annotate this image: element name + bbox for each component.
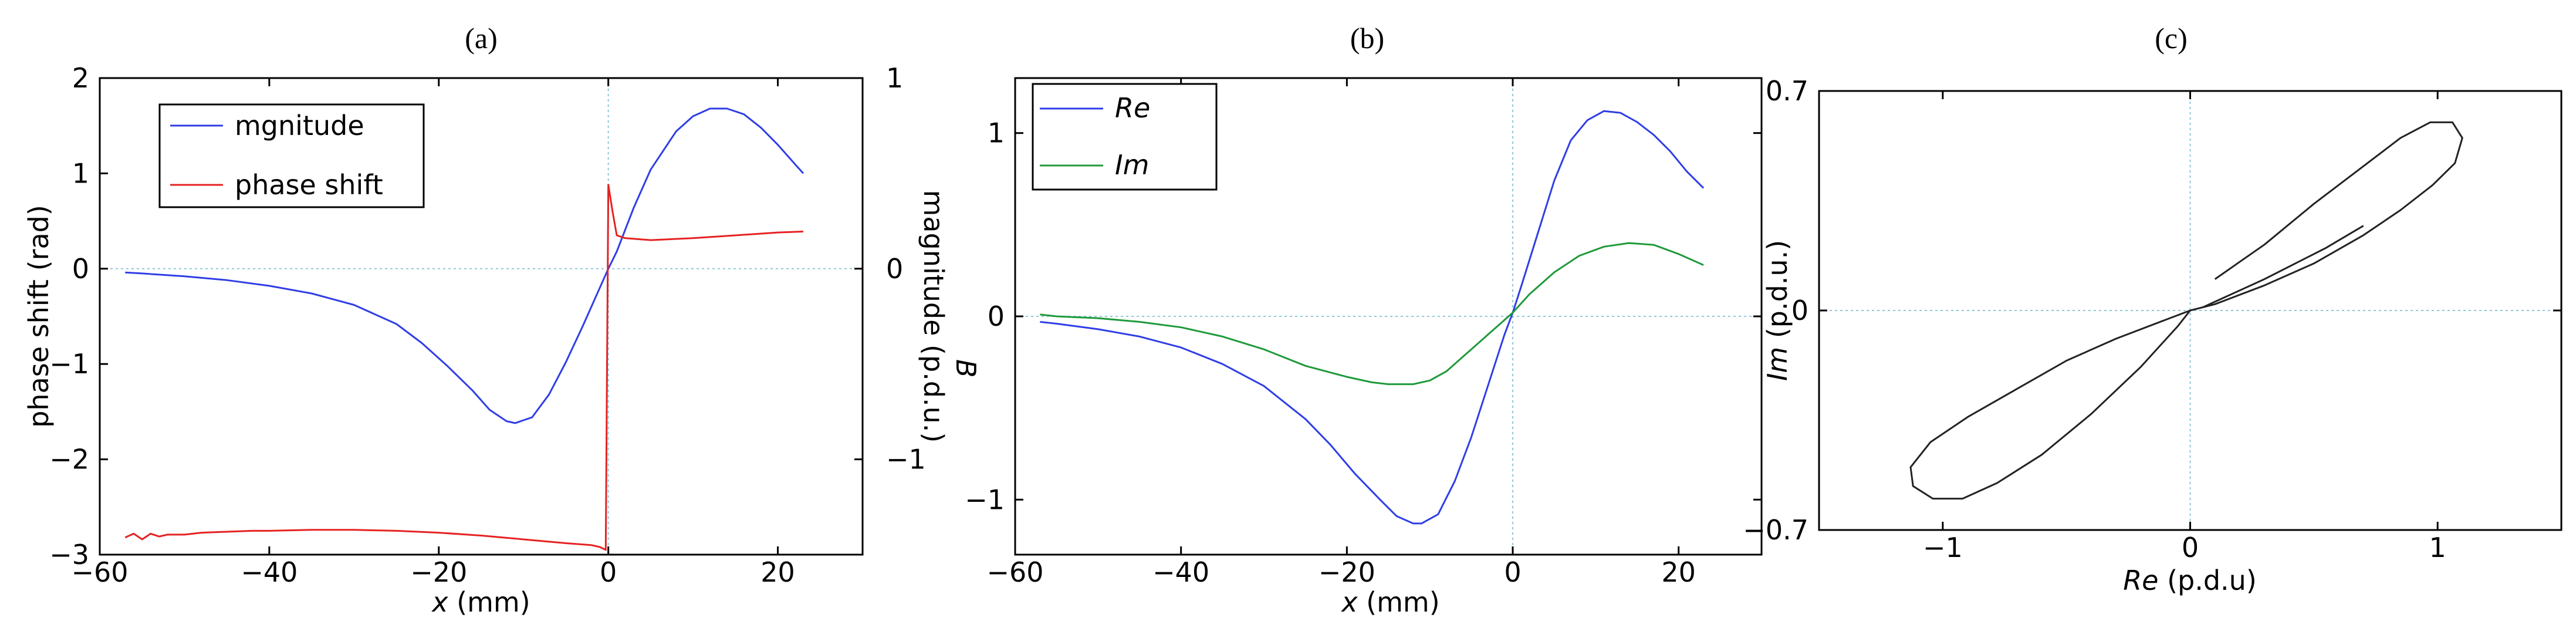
x-tick-label: 1: [2429, 532, 2446, 563]
panel-a-series: [124, 107, 804, 551]
y-tick-label: 0: [72, 253, 89, 285]
y-tick-label: −1: [49, 348, 89, 380]
panel-b-label: (b): [1350, 22, 1384, 55]
panel-b-series: [1040, 110, 1705, 525]
series-line-phase-shift: [124, 184, 803, 551]
x-tick-label: 20: [1661, 556, 1696, 588]
y-tick-label: 2: [72, 62, 89, 94]
panel-c-y-label: Im (p.d.u.): [1762, 240, 1793, 381]
series-line-re-vs-im: [1909, 121, 2463, 500]
panel-a-y2-label: magnitude (p.d.u.): [918, 190, 949, 443]
panel-c-series: [1909, 121, 2463, 500]
x-tick-label: 0: [600, 556, 617, 588]
panel-b-zero-lines: [1015, 78, 1762, 555]
panel-a-legend-box: [158, 103, 425, 208]
legend-label-im: Im: [1115, 149, 1149, 181]
panel-b-legend: Re Im: [1032, 83, 1218, 191]
x-tick-label: −20: [410, 556, 467, 588]
panel-a-legend: mgnitude phase shift: [158, 103, 425, 208]
series-line-im: [1040, 242, 1704, 386]
y-tick-label: 0.7: [1766, 75, 1808, 107]
y-tick-label: 1: [72, 157, 89, 189]
panel-a-x-label: x (mm): [431, 586, 530, 618]
y-tick-label: −2: [49, 444, 89, 475]
x-tick-label: −20: [1319, 556, 1375, 588]
legend-label-magnitude: mgnitude: [235, 110, 364, 141]
y-tick-label: 0: [988, 301, 1005, 332]
panel-b-legend-box: [1032, 83, 1218, 191]
y2-tick-label: 0: [886, 253, 903, 285]
y2-tick-label: −1: [886, 444, 926, 475]
y-tick-label: 1: [988, 117, 1005, 149]
legend-label-phase-shift: phase shift: [235, 169, 383, 201]
panel-a-label: (a): [465, 22, 498, 55]
x-tick-label: 0: [1504, 556, 1521, 588]
panel-c: (c) −1 0 1 0.7 0 −0.7 Re (p.d.u) Im (p.d.u.): [1743, 22, 2563, 596]
panel-a-zero-lines: [100, 78, 863, 555]
panel-a-y2-variable: B: [950, 359, 982, 378]
y-tick-label: −0.7: [1743, 514, 1808, 546]
x-tick-label: 20: [760, 556, 795, 588]
x-tick-label: 0: [2182, 532, 2199, 563]
panel-c-ticks: −1 0 1 0.7 0 −0.7: [1743, 75, 2561, 563]
panel-c-label: (c): [2155, 22, 2188, 55]
x-tick-label: −40: [1152, 556, 1209, 588]
series-line-mgnitude: [125, 107, 804, 424]
panel-a-y-label: phase shift (rad): [23, 205, 55, 428]
y-tick-label: 0: [1791, 295, 1808, 326]
panel-b-ticks: −60 −40 −20 0 20 1 0 −1: [965, 78, 1762, 588]
panel-c-x-label: Re (p.d.u): [2123, 565, 2257, 596]
x-tick-label: −1: [1923, 532, 1963, 563]
panel-b: (b) −60 −40 −20 0 20 1 0 −1 x (mm) Re Im: [965, 22, 1763, 618]
x-tick-label: −60: [986, 556, 1043, 588]
legend-label-re: Re: [1115, 92, 1150, 124]
panel-a-ticks: −60 −40 −20 0 20 2 1 0 −1 −2 −3 1 0 −1: [49, 62, 926, 588]
panel-b-x-label: x (mm): [1340, 586, 1439, 618]
y-tick-label: −3: [49, 539, 89, 570]
y2-tick-label: 1: [886, 62, 903, 94]
x-tick-label: −40: [241, 556, 298, 588]
series-line-re: [1040, 110, 1705, 525]
y-tick-label: −1: [965, 484, 1005, 515]
panel-a: (a) −60 −40 −20 0 20 2 1 0 −1 −2 −3 1 0 −1 x (mm) pha…: [23, 22, 982, 618]
x-tick-label: −60: [71, 556, 128, 588]
panel-a-axes-frame: [99, 77, 864, 556]
